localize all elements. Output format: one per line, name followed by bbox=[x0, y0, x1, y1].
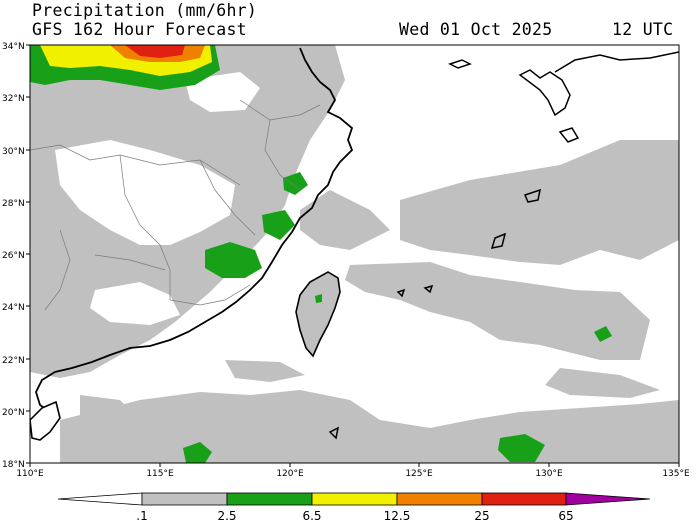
precip-region-mid bbox=[300, 190, 390, 250]
no-precip-gaps bbox=[55, 72, 260, 325]
colorbar-label: 25 bbox=[474, 509, 489, 523]
colorbar-segment bbox=[57, 492, 143, 506]
precip-region-central-south bbox=[345, 262, 650, 360]
intense-precip-area bbox=[125, 45, 185, 58]
japan-korea-outlines bbox=[328, 51, 679, 440]
map-area bbox=[30, 45, 679, 463]
colorbar-label: .1 bbox=[136, 509, 147, 523]
lon-label: 120°E bbox=[276, 469, 304, 479]
latitude-ticks bbox=[26, 44, 30, 464]
colorbar-segment bbox=[311, 492, 398, 506]
chart-title: Precipitation (mm/6hr) bbox=[32, 1, 258, 20]
colorbar-labels: .1 2.5 6.5 12.5 25 65 bbox=[136, 509, 573, 523]
longitude-axis: 110°E 115°E 120°E 125°E 130°E 135°E bbox=[16, 469, 690, 479]
colorbar-segment bbox=[226, 492, 313, 506]
precip-region-east bbox=[400, 140, 679, 265]
lat-label: 22°N bbox=[2, 356, 25, 366]
lat-label: 32°N bbox=[2, 94, 25, 104]
colorbar-label: 6.5 bbox=[302, 509, 321, 523]
lon-label: 110°E bbox=[16, 469, 44, 479]
lon-label: 115°E bbox=[146, 469, 174, 479]
longitude-ticks bbox=[29, 463, 680, 467]
latitude-axis: 34°N 32°N 30°N 28°N 26°N 24°N 22°N 20°N … bbox=[2, 42, 25, 470]
colorbar-label: 12.5 bbox=[384, 509, 411, 523]
lat-label: 26°N bbox=[2, 251, 25, 261]
china-coastline bbox=[35, 47, 354, 413]
lat-label: 34°N bbox=[2, 42, 25, 52]
lat-label: 18°N bbox=[2, 460, 25, 470]
lon-label: 130°E bbox=[535, 469, 563, 479]
precip-region-sw bbox=[80, 395, 140, 430]
valid-hour: 12 UTC bbox=[612, 20, 674, 39]
lat-label: 20°N bbox=[2, 408, 25, 418]
precip-region-east-strip bbox=[545, 368, 660, 398]
colorbar-label: 2.5 bbox=[217, 509, 236, 523]
colorbar-segment bbox=[141, 492, 228, 506]
lat-label: 24°N bbox=[2, 303, 25, 313]
colorbar-label: 65 bbox=[558, 509, 573, 523]
colorbar bbox=[57, 492, 651, 506]
colorbar-segment bbox=[565, 492, 651, 506]
taiwan-island bbox=[295, 271, 341, 358]
precip-region-near-taiwan bbox=[225, 360, 305, 382]
province-borders bbox=[30, 99, 321, 311]
valid-date: Wed 01 Oct 2025 bbox=[399, 20, 553, 39]
colorbar-segment bbox=[396, 492, 483, 506]
lat-label: 30°N bbox=[2, 147, 25, 157]
lat-label: 28°N bbox=[2, 199, 25, 209]
colorbar-segment bbox=[481, 492, 567, 506]
lon-label: 125°E bbox=[405, 469, 433, 479]
lon-label: 135°E bbox=[662, 469, 690, 479]
model-forecast-line: GFS 162 Hour Forecast bbox=[32, 20, 247, 39]
